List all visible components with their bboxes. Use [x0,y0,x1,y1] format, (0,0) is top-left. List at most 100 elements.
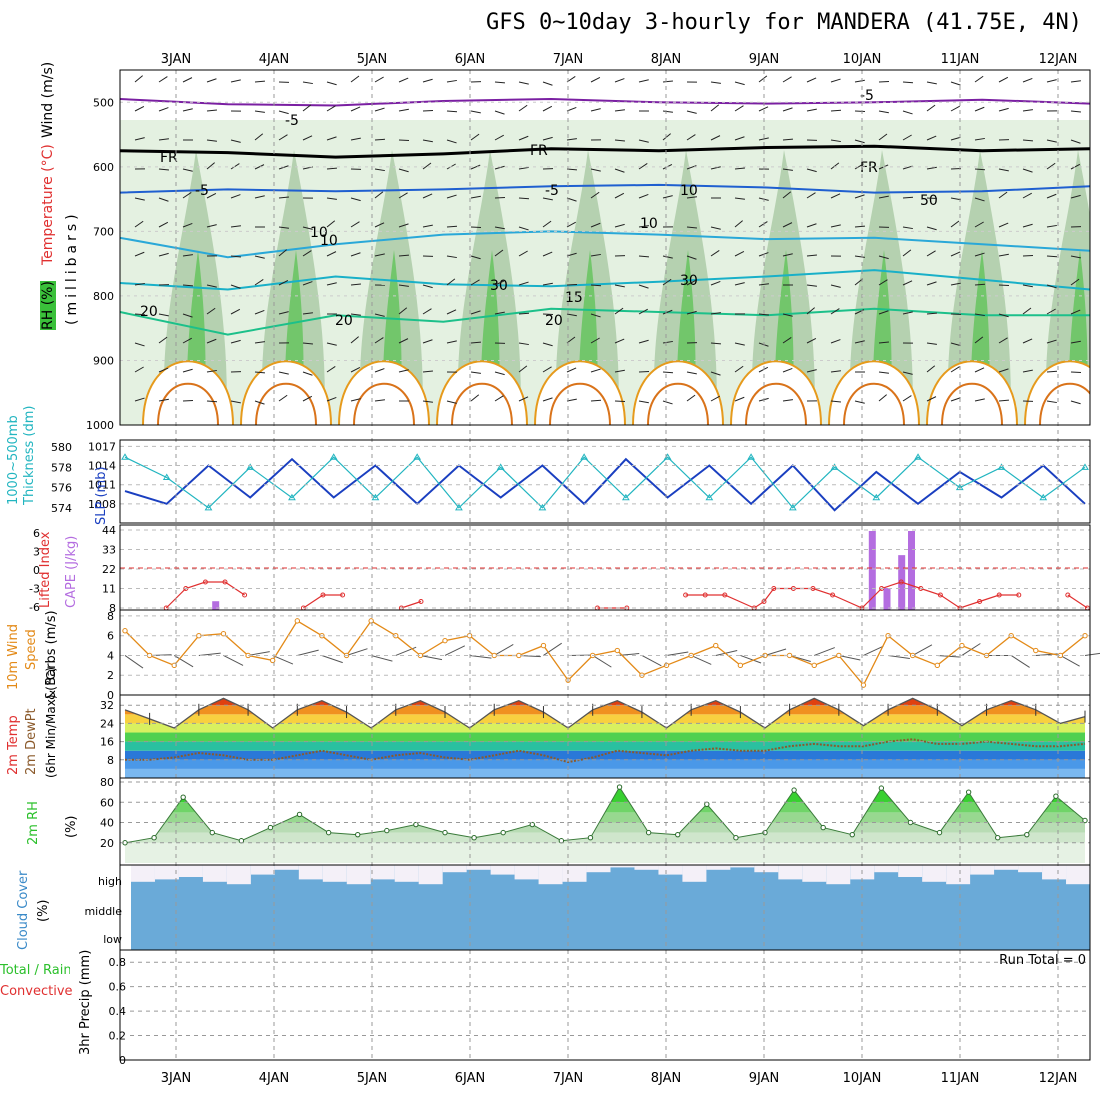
wind-barb [974,252,985,257]
wind-barb [302,342,313,345]
li-y-tick: -6 [29,601,40,614]
li-y-tick: 3 [33,546,40,559]
high-cloud-gap [466,865,491,870]
wind-barb [734,197,745,200]
wind-barb [758,221,768,228]
wind-barb [398,108,409,112]
wind-barb [230,400,241,404]
wind-barb [206,109,217,112]
rh-point [878,785,885,791]
wind-barb [638,400,649,404]
label-2m-rh: 2m RH [26,801,41,845]
wind-barb [734,365,744,373]
label-rh-pct: RH (%) [40,281,56,330]
wind-barb [1022,77,1033,83]
wind-barb [158,168,169,171]
wind-barb [734,220,743,228]
contour-label: 10 [310,225,328,241]
warm-arch [828,360,920,425]
surface-wind-barb [371,654,393,662]
thickness-y-tick: 580 [51,441,72,454]
high-cloud-gap [874,865,899,873]
wind-barb [398,254,410,257]
wind-barb [734,105,744,112]
wind-barb [902,249,912,257]
rh-point [355,831,361,838]
day-label-top: 8JAN [651,52,682,67]
warm-arch [436,360,528,425]
cape-y-tick: 33 [102,544,116,557]
chart-title: GFS 0~10day 3-hourly for MANDERA (41.75E… [485,10,1082,35]
lifted-index-point [222,579,228,585]
cape-y-tick: 8 [109,602,116,615]
contour-label: 20 [335,313,353,329]
wind-barb [182,77,193,83]
wind-barb [518,365,528,373]
day-label-top: 11JAN [941,52,980,67]
warm-arch [730,360,822,425]
wind-barb [590,337,600,344]
contour-label: -5 [285,113,299,129]
thickness-y-tick: 578 [51,461,72,474]
wind-barb [350,137,361,141]
wind-barb [950,197,961,201]
high-cloud-gap [274,865,299,870]
wind-barb [638,284,649,289]
wind-barb [182,337,192,344]
wind-barb [974,221,984,228]
wind-barb [926,365,936,373]
wind-barb [614,284,625,288]
wind-barb [686,394,696,402]
temp-band [125,741,1085,751]
wind-barb [830,224,841,228]
wind-barb [494,395,504,402]
wind-barb [302,371,313,376]
wind-barb [1070,163,1081,170]
upper-y-tick: 900 [93,354,114,367]
wind-barb [950,282,961,286]
day-label-top: 9JAN [749,52,780,67]
wind-barb [254,341,265,344]
wind-barb [542,81,553,86]
wind-barb [470,110,481,114]
wind-barb [950,397,961,402]
wind-barb [158,398,169,402]
wind-barb [830,370,841,373]
wind-barb [230,194,241,199]
wind-barb [926,281,937,286]
wind-speed-point [269,657,276,664]
thickness-point [621,493,630,501]
thickness-point [538,503,547,511]
warm-arch-inner [1039,382,1090,425]
wind-barb [878,80,890,83]
high-cloud-gap [922,865,947,882]
wind-barb [494,249,504,257]
surface-wind-barb [1010,655,1030,668]
panel-frame-upper [119,69,1091,426]
wind-barb [902,371,913,375]
high-cloud-gap [562,865,587,882]
surface-wind-barb [641,655,662,667]
high-cloud-gap [826,865,851,885]
wind-barb [326,136,337,141]
thickness-point [288,493,296,501]
lifted-index-point [996,592,1002,598]
wind-barb [806,338,817,344]
wind-barb [206,139,217,142]
wind-speed-point [466,632,473,639]
cape-bar [883,588,891,610]
wind-barb [518,81,529,85]
wind-barb [542,282,553,286]
wind-barb [254,371,266,374]
wind-speed-point [1033,647,1039,654]
contour-label: FR [160,150,178,166]
thickness-y-tick: 574 [51,502,72,515]
thickness-point [1039,493,1048,501]
wind-barb [278,394,288,402]
wind-barb [590,222,601,228]
high-cloud-gap [898,865,923,877]
wind-barb [1070,340,1081,344]
wind-barb [614,369,625,373]
rh-y-tick: 40 [100,817,114,830]
wind-barb [782,253,793,257]
